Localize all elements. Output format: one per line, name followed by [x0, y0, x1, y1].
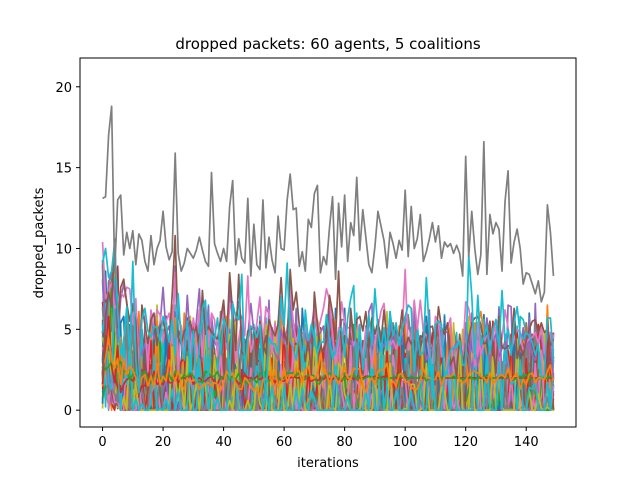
- series-line-agent-1: [102, 105, 555, 303]
- series-lines: [101, 105, 555, 412]
- series-line-agent-4: [101, 241, 555, 373]
- series-line-agent-60: [101, 276, 555, 412]
- x-tick-label: 40: [215, 435, 232, 450]
- x-axis-label: iterations: [297, 456, 359, 471]
- x-tick-label: 140: [514, 435, 539, 450]
- y-tick-label: 5: [64, 323, 72, 338]
- x-tick-label: 80: [336, 435, 353, 450]
- x-axis: 0 20 40 60 80 100 120 140: [98, 427, 539, 450]
- chart-title: dropped packets: 60 agents, 5 coalitions: [175, 35, 480, 53]
- y-tick-label: 0: [64, 404, 72, 419]
- y-tick-label: 20: [55, 81, 72, 96]
- x-tick-label: 60: [276, 435, 293, 450]
- y-axis-label: dropped_packets: [32, 187, 47, 298]
- series-line-agent-2: [101, 241, 555, 400]
- plot-frame: [79, 57, 577, 428]
- x-tick-label: 120: [453, 435, 478, 450]
- x-tick-label: 20: [155, 435, 172, 450]
- plot-area: [79, 57, 577, 428]
- x-tick-label: 100: [393, 435, 418, 450]
- x-tick-label: 0: [98, 435, 106, 450]
- y-axis: 0 5 10 15 20: [55, 81, 80, 419]
- y-tick-label: 10: [55, 242, 72, 257]
- series-line-agent-6: [101, 336, 555, 399]
- y-tick-label: 15: [55, 162, 72, 177]
